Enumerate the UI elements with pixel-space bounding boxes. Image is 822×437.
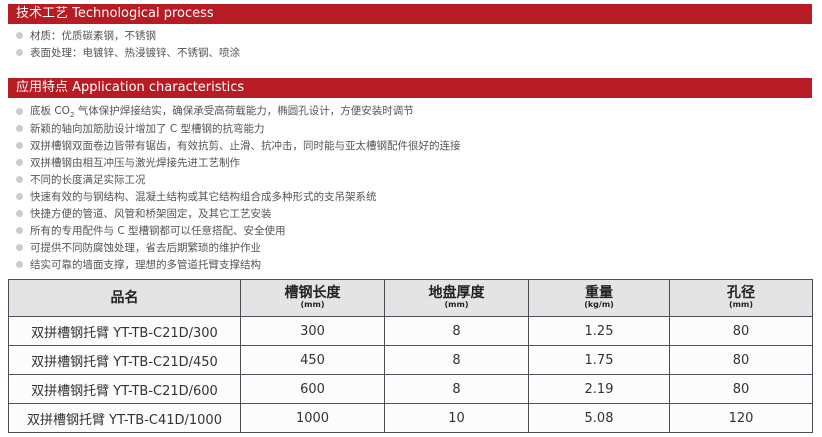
list-item: 所有的专用配件与 C 型槽钢都可以任意搭配、安全使用 <box>16 222 461 239</box>
item-text: 快速有效的与钢结构、混凝土结构或其它结构组合成多种形式的支吊架系统 <box>30 191 377 203</box>
table-row: 双拼槽钢托臂 YT-TB-C41D/1000 1000 10 5.08 120 <box>8 403 813 433</box>
table-cell: 5.08 <box>528 403 670 433</box>
column-header: 槽钢长度 (mm) <box>240 279 385 317</box>
bullet-icon <box>16 176 23 183</box>
section-header-tech: 技术工艺 Technological process <box>8 4 812 24</box>
table-cell: 450 <box>240 345 385 375</box>
item-text: 新颖的轴向加筋肋设计增加了 C 型槽钢的抗弯能力 <box>30 123 265 135</box>
bullet-icon <box>16 32 23 39</box>
column-header: 重量 (kg/m) <box>528 279 670 317</box>
table-cell: 双拼槽钢托臂 YT-TB-C21D/600 <box>8 374 241 404</box>
column-header: 孔径 (mm) <box>669 279 813 317</box>
bullet-icon <box>16 159 23 166</box>
bullet-icon <box>16 244 23 251</box>
table-cell: 双拼槽钢托臂 YT-TB-C21D/300 <box>8 316 241 346</box>
item-text: 双拼槽钢由相互冲压与激光焊接先进工艺制作 <box>30 157 240 169</box>
table-cell: 8 <box>384 316 529 346</box>
bullet-icon <box>16 49 23 56</box>
bullet-icon <box>16 108 23 115</box>
list-item: 双拼槽钢由相互冲压与激光焊接先进工艺制作 <box>16 154 461 171</box>
table-cell: 10 <box>384 403 529 433</box>
table-cell: 双拼槽钢托臂 YT-TB-C21D/450 <box>8 345 241 375</box>
item-text: 底板 CO2 气体保护焊接结实，确保承受高荷载能力，椭圆孔设计，方便安装时调节 <box>30 105 414 120</box>
bullet-icon <box>16 193 23 200</box>
item-text: 结实可靠的墙面支撑，理想的多管道托臂支撑结构 <box>30 259 261 271</box>
app-list: 底板 CO2 气体保护焊接结实，确保承受高荷载能力，椭圆孔设计，方便安装时调节 … <box>16 103 461 273</box>
item-text: 双拼槽钢双面卷边皆带有锯齿，有效抗剪、止滑、抗冲击，同时能与亚太槽钢配件很好的连… <box>30 140 461 152</box>
bullet-icon <box>16 227 23 234</box>
table-cell: 600 <box>240 374 385 404</box>
tech-list: 材质：优质碳素钢，不锈钢 表面处理：电镀锌、热浸镀锌、不锈钢、喷涂 <box>16 27 240 61</box>
item-text: 所有的专用配件与 C 型槽钢都可以任意搭配、安全使用 <box>30 225 286 237</box>
bullet-icon <box>16 210 23 217</box>
table-cell: 1.25 <box>528 316 670 346</box>
table-row: 双拼槽钢托臂 YT-TB-C21D/300 300 8 1.25 80 <box>8 316 813 346</box>
table-cell: 80 <box>669 345 813 375</box>
table-cell: 8 <box>384 345 529 375</box>
item-text: 可提供不同防腐蚀处理，省去后期繁琐的维护作业 <box>30 242 261 254</box>
list-item: 底板 CO2 气体保护焊接结实，确保承受高荷载能力，椭圆孔设计，方便安装时调节 <box>16 103 461 120</box>
item-text: 表面处理：电镀锌、热浸镀锌、不锈钢、喷涂 <box>30 47 240 59</box>
list-item: 快捷方便的管道、风管和桥架固定，及其它工艺安装 <box>16 205 461 222</box>
bullet-icon <box>16 125 23 132</box>
table-cell: 8 <box>384 374 529 404</box>
table-cell: 2.19 <box>528 374 670 404</box>
item-text: 快捷方便的管道、风管和桥架固定，及其它工艺安装 <box>30 208 272 220</box>
list-item: 双拼槽钢双面卷边皆带有锯齿，有效抗剪、止滑、抗冲击，同时能与亚太槽钢配件很好的连… <box>16 137 461 154</box>
list-item: 新颖的轴向加筋肋设计增加了 C 型槽钢的抗弯能力 <box>16 120 461 137</box>
item-text: 材质：优质碳素钢，不锈钢 <box>30 30 156 42</box>
column-header: 地盘厚度 (mm) <box>384 279 529 317</box>
list-item: 材质：优质碳素钢，不锈钢 <box>16 27 240 44</box>
bullet-icon <box>16 142 23 149</box>
list-item: 不同的长度满足实际工况 <box>16 171 461 188</box>
table-cell: 1.75 <box>528 345 670 375</box>
table-cell: 120 <box>669 403 813 433</box>
item-text: 不同的长度满足实际工况 <box>30 174 146 186</box>
column-header: 品名 <box>8 279 241 317</box>
table-cell: 300 <box>240 316 385 346</box>
section-header-app: 应用特点 Application characteristics <box>8 78 812 98</box>
table-cell: 80 <box>669 316 813 346</box>
bullet-icon <box>16 261 23 268</box>
list-item: 快速有效的与钢结构、混凝土结构或其它结构组合成多种形式的支吊架系统 <box>16 188 461 205</box>
table-row: 双拼槽钢托臂 YT-TB-C21D/600 600 8 2.19 80 <box>8 374 813 404</box>
list-item: 结实可靠的墙面支撑，理想的多管道托臂支撑结构 <box>16 256 461 273</box>
table-cell: 双拼槽钢托臂 YT-TB-C41D/1000 <box>8 403 241 433</box>
spec-table: 品名 槽钢长度 (mm) 地盘厚度 (mm) 重量 (kg/m) 孔径 (mm) 双拼槽钢托臂 … <box>8 279 813 433</box>
list-item: 表面处理：电镀锌、热浸镀锌、不锈钢、喷涂 <box>16 44 240 61</box>
table-row: 双拼槽钢托臂 YT-TB-C21D/450 450 8 1.75 80 <box>8 345 813 375</box>
table-cell: 1000 <box>240 403 385 433</box>
table-cell: 80 <box>669 374 813 404</box>
list-item: 可提供不同防腐蚀处理，省去后期繁琐的维护作业 <box>16 239 461 256</box>
